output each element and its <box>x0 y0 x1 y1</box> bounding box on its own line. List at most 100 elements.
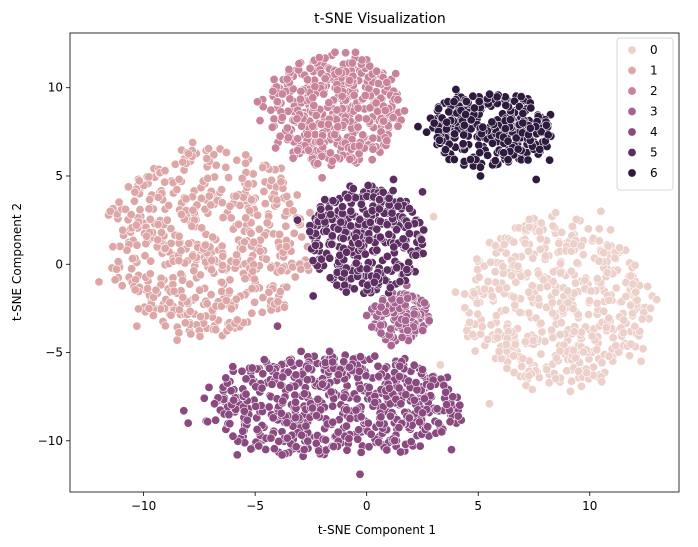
point <box>231 294 241 304</box>
point <box>188 138 198 148</box>
point <box>499 240 509 250</box>
point <box>573 310 583 320</box>
legend-label: 5 <box>650 146 658 160</box>
point <box>286 357 296 367</box>
point <box>226 386 236 396</box>
point <box>429 118 439 128</box>
point <box>354 239 364 249</box>
point <box>246 444 256 454</box>
point <box>376 412 386 422</box>
point <box>626 339 636 349</box>
point <box>525 123 535 133</box>
point <box>403 221 413 231</box>
point <box>487 291 497 301</box>
point <box>169 286 179 296</box>
point <box>291 370 301 380</box>
point <box>465 317 475 327</box>
point <box>409 309 419 319</box>
point <box>354 425 364 435</box>
point <box>282 191 292 201</box>
point <box>382 136 392 146</box>
point <box>162 215 172 225</box>
point <box>251 401 261 411</box>
point <box>594 256 604 266</box>
point <box>592 298 602 308</box>
point <box>597 377 607 387</box>
point <box>202 299 212 309</box>
point <box>195 285 205 295</box>
point <box>494 346 504 356</box>
point <box>195 331 205 341</box>
point <box>145 269 155 279</box>
point <box>392 225 402 235</box>
point <box>292 114 302 124</box>
point <box>143 284 153 294</box>
point <box>490 156 500 166</box>
point <box>293 145 303 155</box>
point <box>325 346 335 356</box>
point <box>393 121 403 131</box>
point <box>411 378 421 388</box>
point <box>308 256 318 266</box>
point <box>492 333 502 343</box>
point <box>284 65 294 75</box>
point <box>105 206 115 216</box>
point <box>542 364 552 374</box>
point <box>200 240 210 250</box>
point <box>566 266 576 276</box>
point <box>382 251 392 261</box>
point <box>275 131 285 141</box>
point <box>216 301 226 311</box>
point <box>260 199 270 209</box>
point <box>571 353 581 363</box>
point <box>228 362 238 372</box>
point <box>437 427 447 437</box>
point <box>365 103 375 113</box>
point <box>199 393 209 403</box>
point <box>397 332 407 342</box>
point <box>240 274 250 284</box>
point <box>375 232 385 242</box>
point <box>174 305 184 315</box>
point <box>475 171 485 181</box>
point <box>567 221 577 231</box>
point <box>202 154 212 164</box>
point <box>160 243 170 253</box>
point <box>183 418 193 428</box>
point <box>217 277 227 287</box>
point <box>531 175 541 185</box>
point <box>557 303 567 313</box>
point <box>536 318 546 328</box>
point <box>94 277 104 287</box>
legend-label: 6 <box>650 166 658 180</box>
point <box>384 383 394 393</box>
point <box>217 286 227 296</box>
point <box>203 173 213 183</box>
point <box>387 208 397 218</box>
point <box>314 446 324 456</box>
point <box>207 265 217 275</box>
point <box>148 310 158 320</box>
point <box>204 382 214 392</box>
point <box>455 400 465 410</box>
point <box>324 98 334 108</box>
point <box>160 166 170 176</box>
point <box>204 191 214 201</box>
point <box>358 130 368 140</box>
point <box>239 406 249 416</box>
point <box>477 322 487 332</box>
point <box>403 293 413 303</box>
point <box>568 304 578 314</box>
point <box>282 433 292 443</box>
point <box>551 208 561 218</box>
point <box>374 195 384 205</box>
point <box>608 333 618 343</box>
point <box>643 281 653 291</box>
point <box>473 309 483 319</box>
point <box>330 47 340 57</box>
point <box>494 284 504 294</box>
point <box>604 295 614 305</box>
point <box>638 344 648 354</box>
point <box>328 357 338 367</box>
point <box>556 318 566 328</box>
